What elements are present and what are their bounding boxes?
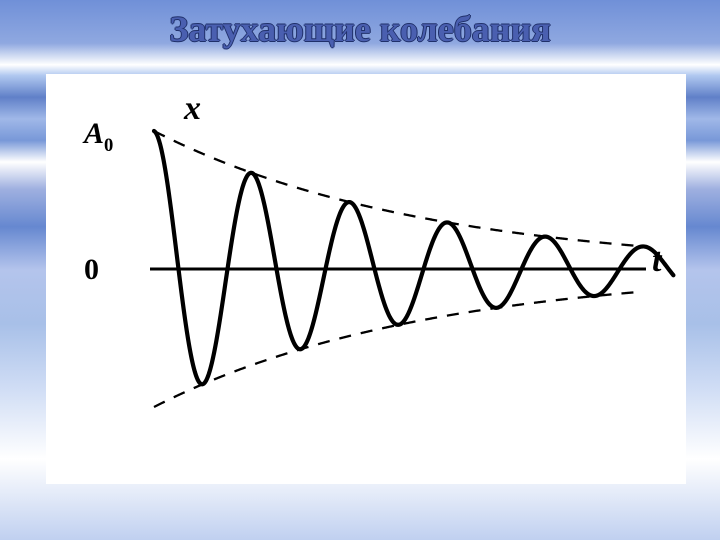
slide-title: Затухающие колебания bbox=[0, 8, 720, 50]
svg-text:A0: A0 bbox=[82, 117, 113, 156]
svg-text:0: 0 bbox=[84, 253, 99, 286]
damped-oscillation-chart: x A0 0 t bbox=[46, 74, 686, 484]
svg-text:t: t bbox=[652, 242, 663, 279]
chart-container: x A0 0 t bbox=[46, 74, 686, 484]
svg-text:x: x bbox=[183, 90, 201, 127]
slide: Затухающие колебания x A0 0 t bbox=[0, 0, 720, 540]
slide-title-text: Затухающие колебания bbox=[169, 9, 550, 49]
